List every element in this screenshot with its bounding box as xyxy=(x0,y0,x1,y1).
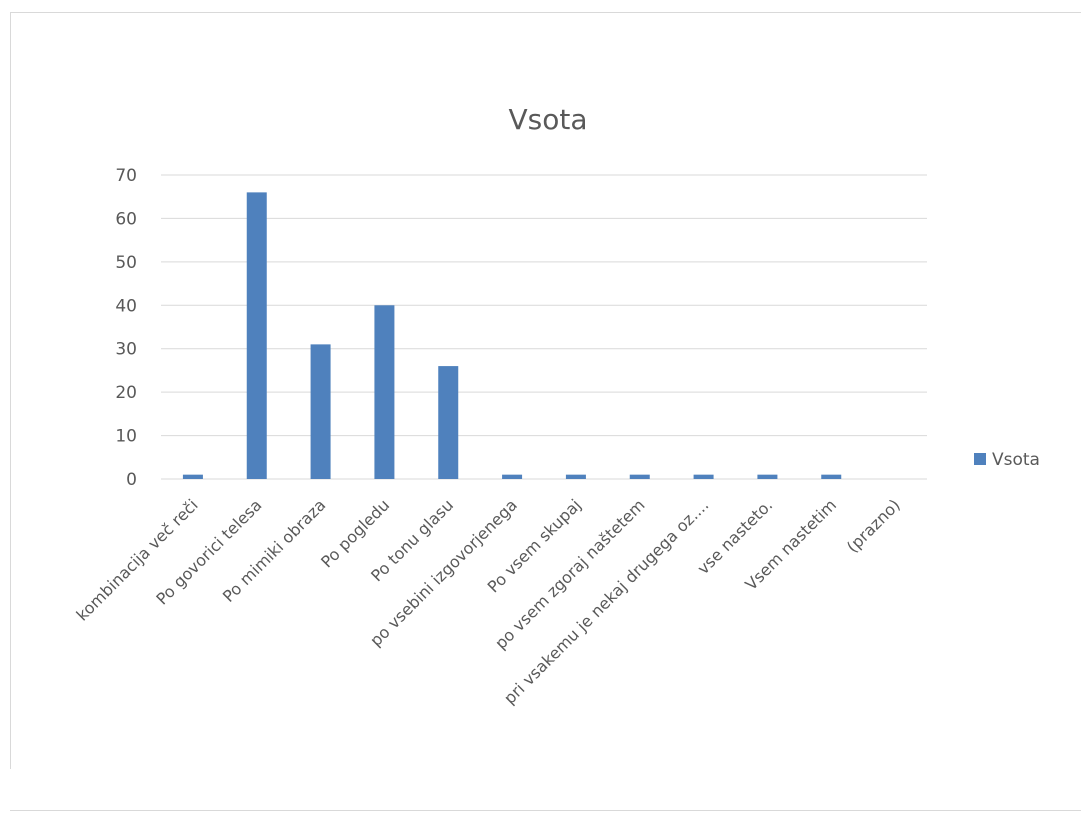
y-tick-label: 10 xyxy=(115,427,137,447)
y-tick-label: 20 xyxy=(115,383,137,403)
chart-area xyxy=(10,12,1081,769)
chart-title: Vsota xyxy=(508,103,587,136)
bar xyxy=(182,474,203,479)
legend-swatch xyxy=(974,453,986,465)
y-tick-label: 40 xyxy=(115,296,137,316)
bottom-divider xyxy=(10,810,1081,811)
legend: Vsota xyxy=(974,450,1040,470)
bar xyxy=(629,474,650,479)
x-tick-label: Po govorici telesa xyxy=(152,495,265,608)
bars xyxy=(182,192,842,479)
bar xyxy=(757,474,778,479)
x-tick-label: kombinacija več reči xyxy=(73,495,202,624)
y-axis-ticks: 0 10 20 30 40 50 60 70 xyxy=(115,166,137,490)
bar xyxy=(438,366,459,479)
y-tick-label: 70 xyxy=(115,166,137,186)
bar xyxy=(374,305,395,479)
bar xyxy=(821,474,842,479)
y-tick-label: 0 xyxy=(126,470,137,490)
y-tick-label: 50 xyxy=(115,253,137,273)
bar xyxy=(246,192,267,479)
y-tick-label: 60 xyxy=(115,209,137,229)
bar xyxy=(565,474,586,479)
gridlines xyxy=(161,174,927,480)
x-tick-label: (prazno) xyxy=(843,495,904,556)
y-tick-label: 30 xyxy=(115,340,137,360)
bar xyxy=(310,344,331,479)
bar xyxy=(693,474,714,479)
legend-label: Vsota xyxy=(992,450,1040,470)
bar xyxy=(502,474,523,479)
